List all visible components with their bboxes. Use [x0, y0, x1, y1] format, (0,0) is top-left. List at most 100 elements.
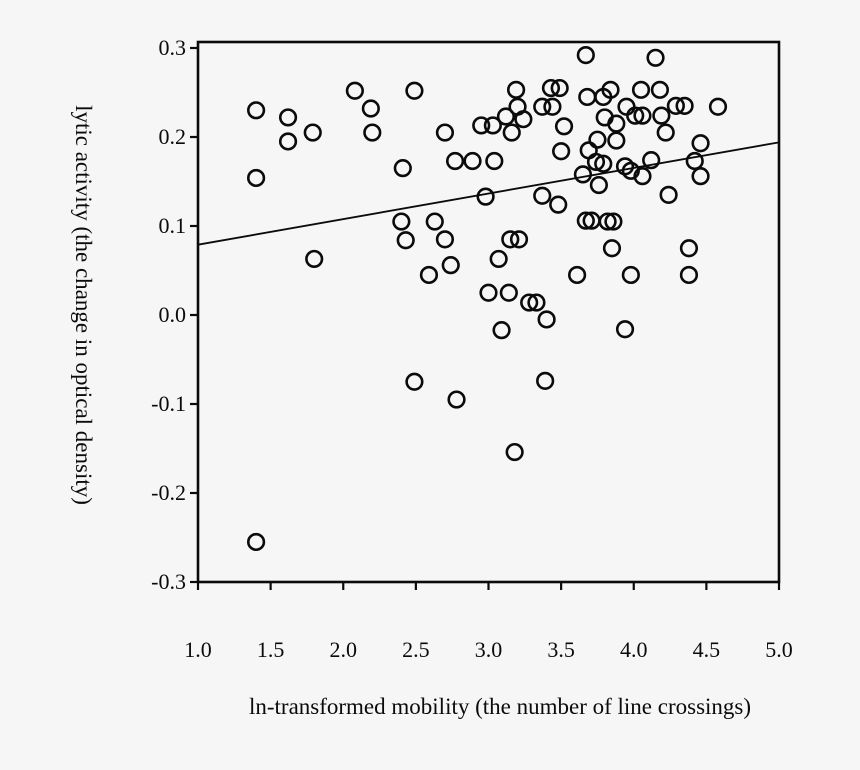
- regression-line: [197, 141, 780, 246]
- x-axis-tick-labels: 1.0 1.5 2.0 2.5 3.0 3.5 4.0 4.5 5.0: [184, 637, 793, 662]
- data-point: [278, 132, 298, 151]
- data-point: [621, 265, 640, 285]
- y-tick-label: 0.1: [159, 213, 187, 238]
- data-point: [303, 123, 322, 142]
- data-point: [392, 212, 411, 231]
- data-point: [520, 293, 539, 312]
- data-point: [573, 165, 593, 184]
- data-point: [588, 130, 607, 149]
- data-point: [666, 96, 685, 115]
- y-axis-label: lytic activity (the change in optical de…: [71, 105, 96, 505]
- y-tick-label: 0.3: [159, 35, 187, 60]
- data-point: [650, 80, 669, 99]
- data-point: [675, 96, 694, 115]
- data-point: [435, 230, 455, 249]
- data-point: [656, 123, 675, 142]
- data-point: [594, 154, 613, 173]
- data-point: [463, 151, 482, 171]
- x-tick-label: 4.0: [620, 637, 648, 662]
- data-point: [489, 249, 508, 269]
- data-point: [505, 442, 524, 462]
- data-point: [405, 81, 424, 100]
- data-point: [419, 265, 439, 285]
- data-point: [247, 532, 266, 552]
- y-tick-label: 0.0: [159, 302, 187, 327]
- data-point: [576, 46, 595, 65]
- data-point: [533, 186, 552, 205]
- data-point: [652, 106, 671, 125]
- y-axis-ticks: [190, 46, 198, 584]
- data-point: [506, 80, 526, 99]
- data-point: [642, 151, 661, 170]
- data-point: [691, 167, 710, 186]
- data-point: [646, 48, 665, 67]
- data-point: [496, 107, 516, 126]
- data-point: [552, 142, 571, 161]
- data-point: [633, 106, 652, 125]
- data-point: [509, 230, 529, 249]
- data-point: [602, 239, 622, 258]
- y-tick-label: -0.2: [151, 480, 186, 505]
- data-point: [363, 123, 382, 142]
- data-point: [305, 249, 324, 269]
- data-point: [425, 212, 444, 231]
- x-axis-label: ln-transformed mobility (the number of l…: [249, 694, 751, 719]
- data-point: [345, 81, 364, 100]
- y-tick-label: -0.3: [151, 569, 186, 594]
- data-point: [476, 187, 495, 206]
- data-point: [541, 78, 561, 98]
- data-point: [499, 283, 518, 302]
- data-point: [543, 97, 562, 116]
- data-point: [361, 99, 380, 118]
- data-point: [659, 185, 678, 204]
- data-point: [492, 321, 511, 340]
- data-point: [631, 80, 651, 99]
- data-point: [479, 283, 498, 302]
- data-point: [527, 293, 546, 312]
- data-point: [501, 230, 520, 249]
- data-point: [502, 123, 521, 142]
- y-tick-label: -0.1: [151, 391, 186, 416]
- data-point: [485, 151, 504, 171]
- data-point: [604, 212, 623, 231]
- data-point: [447, 390, 466, 409]
- data-point: [615, 320, 635, 339]
- data-point: [586, 152, 606, 172]
- data-point: [576, 211, 595, 230]
- data-point: [554, 117, 574, 136]
- data-point: [607, 114, 626, 133]
- x-tick-label: 5.0: [765, 637, 793, 662]
- y-tick-label: 0.2: [159, 124, 187, 149]
- data-point: [679, 265, 699, 285]
- data-point: [472, 116, 491, 135]
- data-point: [278, 108, 298, 127]
- data-point: [405, 372, 424, 391]
- data-point: [633, 167, 652, 186]
- y-axis-tick-labels: 0.3 0.2 0.1 0.0 -0.1 -0.2 -0.3: [151, 35, 186, 594]
- x-tick-label: 3.0: [475, 637, 503, 662]
- data-point: [568, 265, 587, 285]
- data-point: [533, 97, 552, 116]
- data-point: [708, 97, 728, 116]
- data-points: [247, 46, 728, 552]
- x-tick-label: 3.5: [547, 637, 575, 662]
- data-point: [247, 168, 266, 188]
- data-point: [685, 151, 704, 171]
- data-point: [396, 231, 415, 250]
- data-point: [549, 195, 568, 214]
- data-point: [514, 110, 533, 129]
- data-point: [626, 106, 645, 125]
- data-point: [445, 151, 465, 171]
- data-point: [550, 78, 569, 98]
- data-point: [435, 123, 455, 142]
- data-point: [483, 116, 502, 135]
- data-point: [607, 131, 626, 150]
- data-point: [598, 212, 617, 231]
- data-point: [601, 80, 620, 99]
- data-point: [679, 239, 699, 258]
- data-point: [441, 256, 460, 275]
- x-tick-label: 1.5: [257, 637, 285, 662]
- x-tick-label: 2.5: [402, 637, 430, 662]
